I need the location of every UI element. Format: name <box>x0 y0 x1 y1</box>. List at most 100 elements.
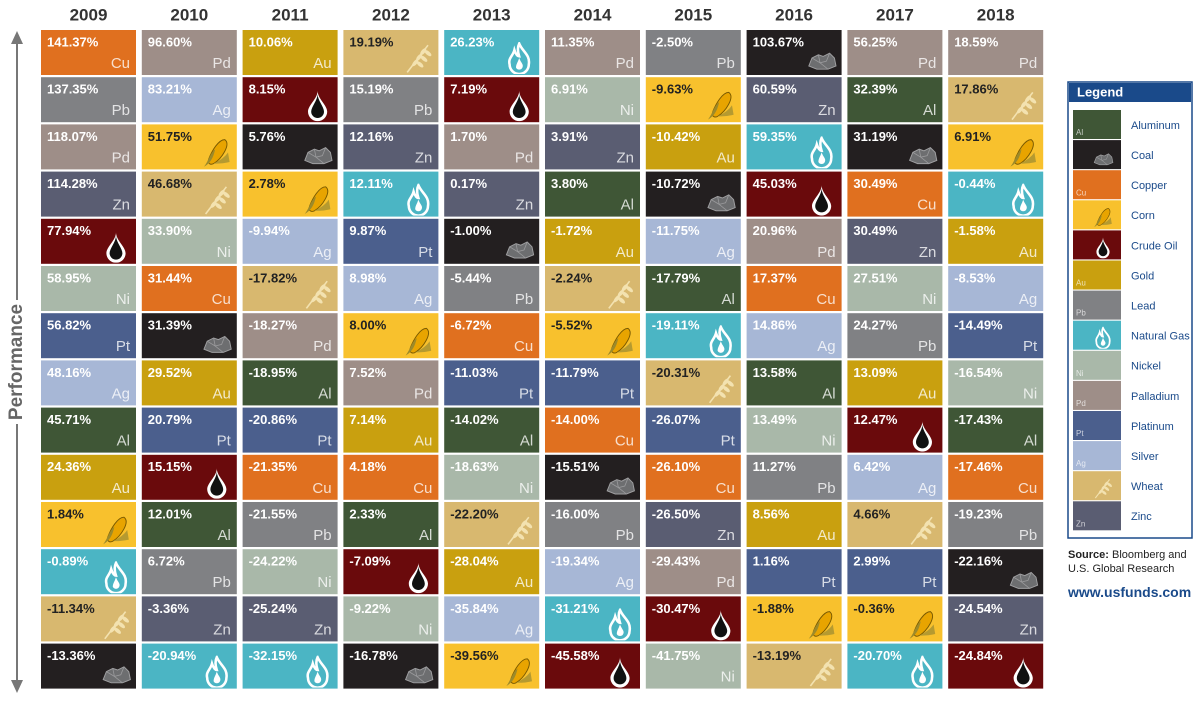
cell: 59.35% <box>746 124 842 170</box>
cell: 11.27% Pb <box>746 454 842 500</box>
cell-value: -26.07% <box>652 412 701 427</box>
cell-bg <box>746 407 842 453</box>
cell-value: 10.06% <box>249 34 294 49</box>
cell-bg <box>343 124 439 170</box>
cell-symbol: Ag <box>1019 291 1037 308</box>
cell-value: -26.10% <box>652 459 701 474</box>
cell: -28.04% Au <box>444 549 540 595</box>
legend-swatch <box>1073 170 1121 200</box>
cell: -16.00% Pb <box>545 502 640 547</box>
cell-bg <box>948 596 1044 642</box>
cell-bg <box>343 407 439 453</box>
cell-bg <box>746 549 842 595</box>
cell: 103.67% <box>746 30 842 75</box>
cell-bg <box>545 77 640 123</box>
cell: -20.70% <box>847 643 943 689</box>
cell-value: 6.91% <box>551 82 588 97</box>
cell-bg <box>141 502 237 547</box>
cell: -24.22% Ni <box>242 549 338 595</box>
cell-value: -6.72% <box>450 318 492 333</box>
cell-bg <box>41 454 136 500</box>
cell-bg <box>141 77 237 123</box>
cell-bg <box>847 77 943 123</box>
year-column: 2018 18.59% Pd 17.86% 6.91% -0.44% -1.58% Au -8.… <box>948 5 1044 689</box>
cell-value: 12.47% <box>853 412 898 427</box>
cell-symbol: Cu <box>716 480 735 497</box>
cell: -2.50% Pb <box>645 30 741 75</box>
cell: 77.94% <box>41 218 136 264</box>
cell: 1.84% <box>41 502 136 547</box>
legend-header <box>1069 83 1191 102</box>
legend-label: Corn <box>1131 210 1155 222</box>
cell: 12.11% <box>343 171 439 217</box>
legend-swatch <box>1073 441 1121 471</box>
cell: 31.39% <box>141 313 237 359</box>
cell: -11.79% Pt <box>545 360 640 406</box>
cell: 20.96% Pd <box>746 218 842 264</box>
cell-symbol: Pd <box>515 149 533 166</box>
cell-value: -32.15% <box>249 648 298 663</box>
cell-value: 7.52% <box>349 365 386 380</box>
cell-bg <box>343 266 439 311</box>
legend-label: Crude Oil <box>1131 240 1177 252</box>
cell-symbol: Al <box>419 527 432 544</box>
cell-symbol: Zn <box>213 621 231 638</box>
cell-value: 12.11% <box>349 176 393 191</box>
cell-value: 33.90% <box>148 223 193 238</box>
cell-value: 11.35% <box>551 34 595 49</box>
cell-value: -21.55% <box>249 506 298 521</box>
cell: 24.36% Au <box>41 454 136 500</box>
cell-value: 9.87% <box>349 223 386 238</box>
cell-bg <box>948 30 1044 75</box>
cell-value: -3.36% <box>148 601 190 616</box>
cell-value: -1.72% <box>551 223 593 238</box>
cell: -13.19% <box>746 643 842 689</box>
cell: 2.33% Al <box>343 502 439 547</box>
legend-label: Palladium <box>1131 391 1179 403</box>
cell-value: 96.60% <box>148 34 193 49</box>
legend-item: Coal <box>1073 140 1154 170</box>
legend-label: Copper <box>1131 180 1167 192</box>
source-text: Bloomberg and U.S. Global Research <box>1068 549 1187 575</box>
legend-item: Natural Gas <box>1073 320 1190 350</box>
cell: 56.25% Pd <box>847 30 943 75</box>
legend-label: Zinc <box>1131 511 1152 523</box>
cell-value: -18.27% <box>249 318 298 333</box>
cell-symbol: Au <box>313 55 331 72</box>
cell-value: 27.51% <box>853 270 898 285</box>
cell-bg <box>41 30 136 75</box>
cell: -41.75% Ni <box>645 643 741 689</box>
cell-bg <box>41 171 136 217</box>
cell-value: 1.70% <box>450 129 487 144</box>
cell: -5.52% <box>545 313 640 359</box>
cell: 31.19% <box>847 124 943 170</box>
cell-symbol: Al <box>923 102 936 119</box>
year: 2010 <box>170 5 208 24</box>
cell-value: -9.63% <box>652 82 694 97</box>
cell-bg <box>847 171 943 217</box>
cell: 13.49% Ni <box>746 407 842 453</box>
cell-bg <box>545 218 640 264</box>
cell-symbol: Pd <box>414 385 432 402</box>
cell: -11.75% Ag <box>645 218 741 264</box>
cell: -0.44% <box>948 171 1044 217</box>
cell-symbol: Ag <box>212 102 230 119</box>
cell-symbol: Pt <box>519 385 534 402</box>
cell-value: -0.36% <box>853 601 895 616</box>
cell-symbol: Al <box>721 291 734 308</box>
cell-value: 12.16% <box>349 129 394 144</box>
cell-symbol: Zn <box>415 149 433 166</box>
cell: -0.89% <box>41 549 136 595</box>
cell: -17.82% <box>242 266 338 311</box>
cell-symbol: Ag <box>515 621 533 638</box>
cell-value: 45.71% <box>47 412 92 427</box>
cell-bg <box>141 407 237 453</box>
cell: 1.16% Pt <box>746 549 842 595</box>
cell-value: 48.16% <box>47 365 92 380</box>
cell-value: -25.24% <box>249 601 298 616</box>
cell-value: 14.86% <box>753 318 798 333</box>
cell: 31.44% Cu <box>141 266 237 311</box>
cell: 9.87% Pt <box>343 218 439 264</box>
cell-value: -15.51% <box>551 459 600 474</box>
cell-value: -14.02% <box>450 412 499 427</box>
